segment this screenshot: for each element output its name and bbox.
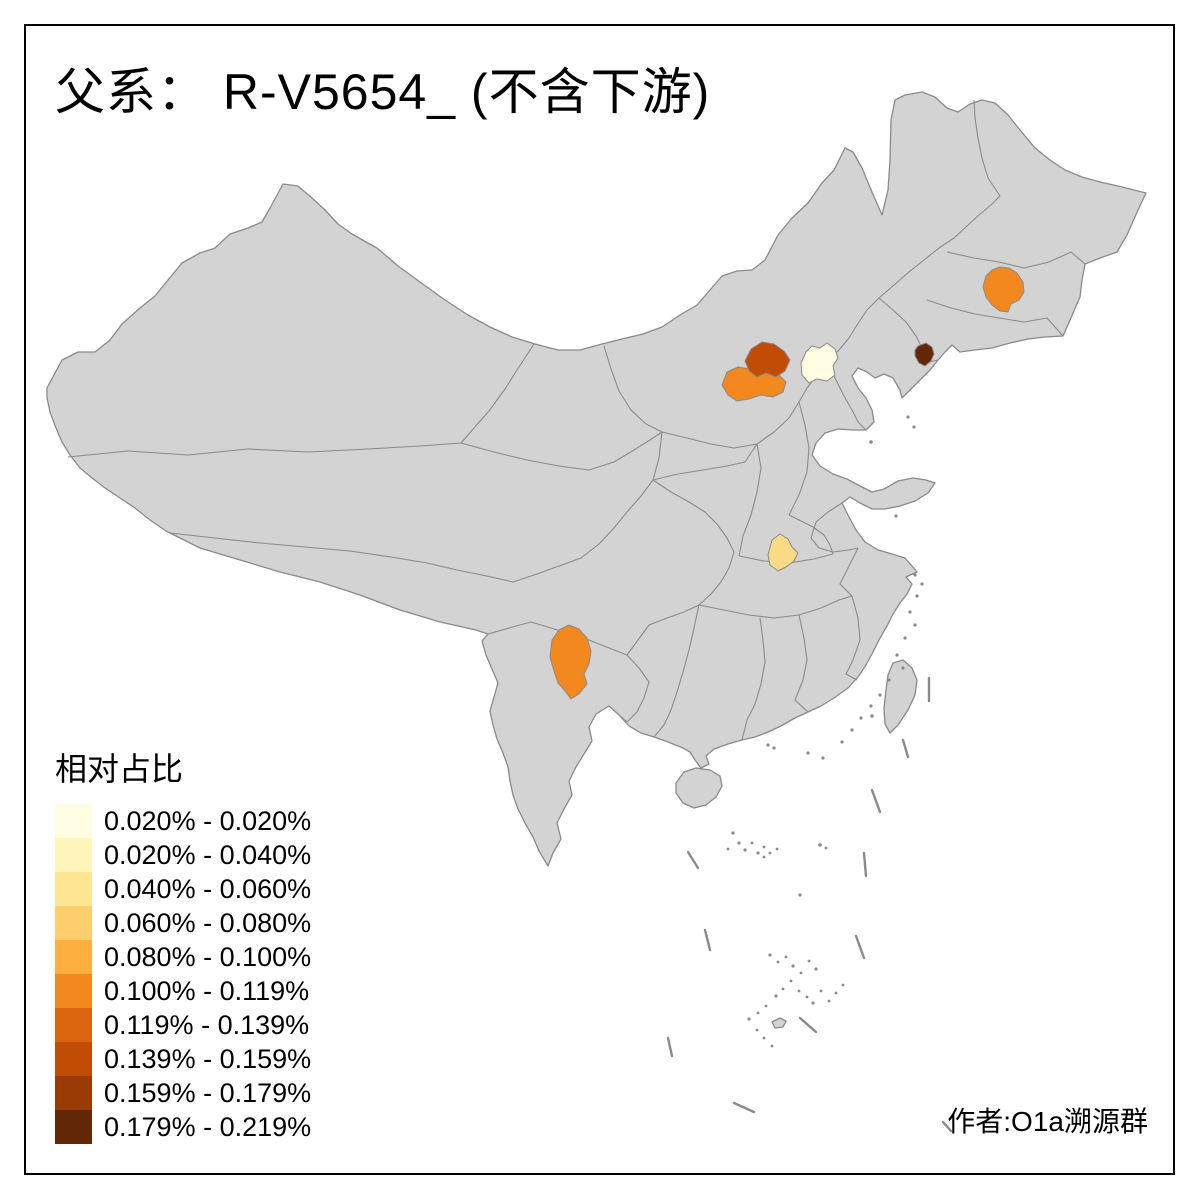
attribution-text: 作者:O1a溯源群 bbox=[947, 1106, 1148, 1137]
legend-color-swatch bbox=[55, 838, 92, 872]
legend-item: 0.119% - 0.139% bbox=[55, 1008, 311, 1042]
hainan-island-shape bbox=[675, 767, 723, 809]
legend-item: 0.080% - 0.100% bbox=[55, 940, 311, 974]
legend-range-label: 0.060% - 0.080% bbox=[104, 907, 312, 938]
legend-color-swatch bbox=[55, 974, 92, 1008]
legend-item: 0.159% - 0.179% bbox=[55, 1076, 311, 1110]
region-north-shanxi-dark bbox=[744, 341, 791, 378]
legend-range-label: 0.139% - 0.159% bbox=[104, 1043, 312, 1074]
taiwan-island-shape bbox=[883, 659, 918, 734]
legend-color-swatch bbox=[55, 906, 92, 940]
legend-range-label: 0.159% - 0.179% bbox=[104, 1077, 312, 1108]
legend-item: 0.040% - 0.060% bbox=[55, 872, 311, 906]
legend-item: 0.020% - 0.040% bbox=[55, 838, 311, 872]
legend-color-swatch bbox=[55, 872, 92, 906]
legend-color-swatch bbox=[55, 1042, 92, 1076]
legend-color-swatch bbox=[55, 1110, 92, 1144]
south-sea-islet-shape bbox=[771, 1017, 787, 1029]
legend-range-label: 0.179% - 0.219% bbox=[104, 1111, 312, 1142]
legend-color-swatch bbox=[55, 940, 92, 974]
legend-range-label: 0.119% - 0.139% bbox=[104, 1009, 310, 1040]
legend-item: 0.139% - 0.159% bbox=[55, 1042, 311, 1076]
legend-range-label: 0.020% - 0.020% bbox=[104, 805, 312, 836]
legend-color-swatch bbox=[55, 804, 92, 838]
legend-rows: 0.020% - 0.020% 0.020% - 0.040% 0.040% -… bbox=[55, 804, 311, 1144]
map-legend: 相对占比 0.020% - 0.020% 0.020% - 0.040% 0.0… bbox=[55, 744, 311, 1144]
islets bbox=[726, 415, 924, 1048]
figure-title: 父系： R-V5654_ (不含下游) bbox=[55, 64, 711, 120]
nine-dash-line bbox=[666, 676, 953, 1133]
legend-title: 相对占比 bbox=[55, 751, 184, 787]
highlighted-regions bbox=[549, 266, 1025, 700]
region-west-hubei bbox=[767, 533, 799, 572]
province-borders bbox=[67, 99, 1086, 741]
legend-range-label: 0.080% - 0.100% bbox=[104, 941, 312, 972]
legend-range-label: 0.040% - 0.060% bbox=[104, 873, 312, 904]
legend-color-swatch bbox=[55, 1008, 92, 1042]
legend-item: 0.060% - 0.080% bbox=[55, 906, 311, 940]
plot-frame bbox=[24, 24, 1175, 1175]
legend-item: 0.020% - 0.020% bbox=[55, 804, 311, 838]
region-liaoning-coastal bbox=[914, 342, 935, 367]
legend-item: 0.100% - 0.119% bbox=[55, 974, 311, 1008]
region-northeast-jilin bbox=[982, 266, 1025, 313]
legend-range-label: 0.100% - 0.119% bbox=[104, 975, 310, 1006]
legend-range-label: 0.020% - 0.040% bbox=[104, 839, 312, 870]
region-beijing bbox=[800, 342, 839, 384]
legend-item: 0.179% - 0.219% bbox=[55, 1110, 311, 1144]
mainland-china-shape bbox=[46, 91, 1147, 867]
region-central-yunnan bbox=[549, 624, 592, 700]
legend-color-swatch bbox=[55, 1076, 92, 1110]
